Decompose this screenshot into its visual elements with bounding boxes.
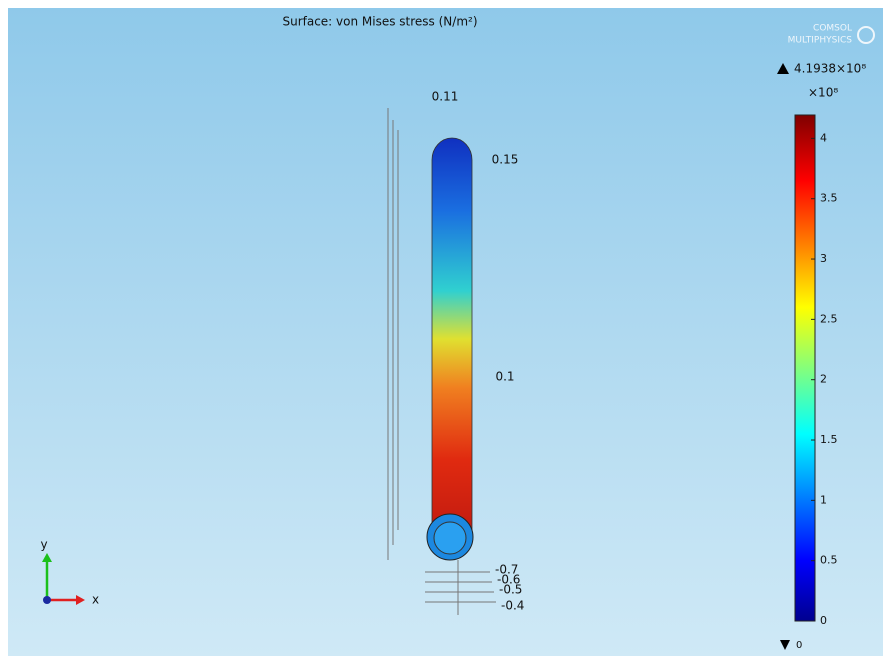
colorbar-multiplier: ×10⁸	[808, 86, 838, 100]
colorbar-tick-label: 0.5	[820, 554, 838, 567]
colorbar-tick-label: 2	[820, 373, 827, 386]
colorbar-tick-label: 4	[820, 131, 827, 144]
viewport: Surface: von Mises stress (N/m²) COMSOL …	[0, 0, 889, 661]
model-axis-label: 0.11	[432, 90, 459, 104]
triad-x-label: x	[92, 593, 99, 607]
colorbar-tick-label: 2.5	[820, 312, 838, 325]
model-axis-label: -0.4	[501, 599, 524, 613]
rod-end-inner	[434, 522, 466, 554]
colorbar-min: 0	[796, 640, 802, 651]
model-axis-label: 0.15	[492, 153, 519, 167]
colorbar-tick-label: 0	[820, 614, 827, 627]
model-axis-label: -0.5	[499, 583, 522, 597]
colorbar-tick-label: 1	[820, 493, 827, 506]
colorbar-tick-label: 1.5	[820, 433, 838, 446]
rod	[432, 138, 472, 540]
colorbar	[795, 115, 815, 621]
model-axis-label: 0.1	[495, 370, 514, 384]
logo-line2: MULTIPHYSICS	[788, 36, 853, 46]
colorbar-tick-label: 3	[820, 252, 827, 265]
triad-y-label: y	[40, 538, 47, 552]
colorbar-max: 4.1938×10⁸	[794, 62, 866, 76]
colorbar-tick-label: 3.5	[820, 192, 838, 205]
logo-line1: COMSOL	[813, 24, 852, 34]
plot-title: Surface: von Mises stress (N/m²)	[282, 15, 477, 29]
